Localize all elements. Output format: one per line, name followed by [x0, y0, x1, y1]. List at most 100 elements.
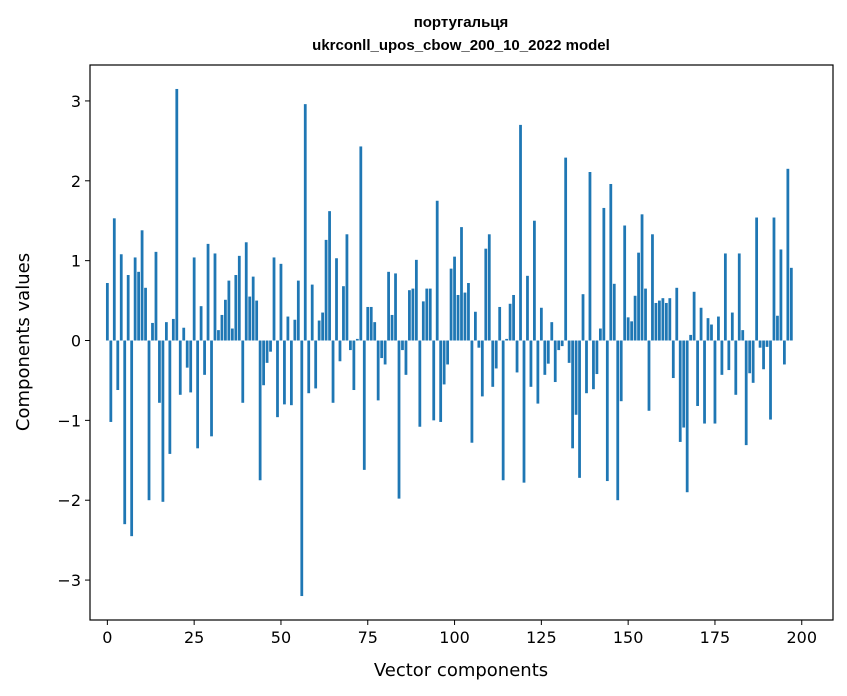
bar	[168, 340, 172, 454]
bar	[470, 340, 474, 443]
x-tick-label: 200	[786, 628, 817, 647]
bar	[598, 328, 602, 341]
bar	[668, 298, 672, 341]
bar	[567, 340, 571, 363]
bar	[140, 230, 144, 341]
bar	[428, 288, 432, 341]
bar	[196, 340, 200, 449]
bar	[682, 340, 686, 428]
bar	[713, 340, 717, 424]
bar	[105, 283, 109, 341]
bar	[730, 312, 734, 341]
bar	[477, 340, 481, 348]
bar	[279, 263, 283, 341]
bar	[592, 340, 595, 390]
bar	[359, 146, 363, 341]
bar	[748, 340, 752, 374]
bar	[303, 104, 307, 341]
bar	[720, 340, 724, 375]
bar	[262, 340, 265, 386]
bar	[779, 249, 783, 341]
x-tick-label: 125	[526, 628, 557, 647]
bar	[137, 271, 140, 341]
bar	[744, 340, 748, 446]
bar	[658, 300, 661, 341]
bar	[286, 316, 290, 341]
bar	[421, 301, 425, 341]
bar	[310, 284, 314, 341]
bar	[175, 88, 179, 341]
bar	[251, 276, 255, 341]
bar	[508, 303, 512, 341]
bar	[723, 253, 727, 341]
x-axis-label: Vector components	[374, 660, 548, 681]
bar	[734, 340, 738, 395]
bar	[345, 234, 349, 341]
bar	[185, 340, 189, 368]
bar	[737, 253, 741, 341]
bar	[414, 259, 418, 341]
bar	[449, 268, 453, 341]
bar	[269, 340, 272, 352]
bar	[529, 340, 533, 387]
bar	[220, 314, 224, 341]
bar	[355, 338, 359, 341]
bar	[394, 273, 397, 341]
bar	[178, 340, 182, 395]
bar	[637, 252, 640, 341]
x-tick-label: 75	[358, 628, 378, 647]
bar	[557, 340, 561, 351]
bar	[296, 280, 300, 341]
bar	[741, 330, 745, 341]
bar	[293, 319, 297, 341]
bar	[366, 306, 370, 341]
bar	[647, 340, 651, 411]
bar	[404, 340, 408, 375]
bar	[182, 327, 186, 341]
bar	[338, 340, 342, 362]
bar	[765, 340, 769, 347]
x-tick-label: 0	[102, 628, 112, 647]
bar	[230, 328, 234, 341]
x-tick-label: 25	[184, 628, 204, 647]
x-axis-ticks: 0 25 50 75 100 125 150 175 200	[102, 620, 817, 647]
bar	[276, 340, 279, 418]
bar	[526, 275, 529, 341]
y-tick-label: 2	[71, 172, 81, 191]
bar	[383, 340, 387, 365]
bar	[553, 340, 557, 383]
bar	[664, 302, 668, 341]
bar	[328, 211, 331, 341]
bar	[154, 251, 158, 341]
bar	[564, 157, 568, 341]
bar	[317, 320, 321, 341]
bar	[439, 340, 443, 422]
bar	[501, 340, 505, 481]
bar	[769, 340, 772, 420]
bar	[373, 322, 377, 341]
bar	[335, 258, 338, 341]
bar	[411, 288, 415, 341]
bar	[758, 340, 762, 348]
y-tick-label: 1	[71, 252, 81, 271]
bar	[352, 340, 356, 391]
bar	[480, 340, 484, 397]
bar	[432, 340, 436, 421]
bar	[571, 340, 574, 449]
bar	[717, 316, 720, 341]
bar	[539, 307, 543, 341]
bar	[258, 340, 262, 481]
bar	[376, 340, 380, 401]
y-tick-label: −1	[57, 411, 81, 430]
bar	[467, 283, 470, 341]
bar	[171, 318, 175, 341]
bar	[237, 255, 241, 341]
bar	[300, 340, 304, 597]
bar	[112, 218, 116, 341]
bar	[241, 340, 245, 403]
bar	[512, 294, 515, 341]
bar	[210, 340, 213, 437]
x-tick-label: 150	[613, 628, 644, 647]
bar	[515, 340, 519, 373]
